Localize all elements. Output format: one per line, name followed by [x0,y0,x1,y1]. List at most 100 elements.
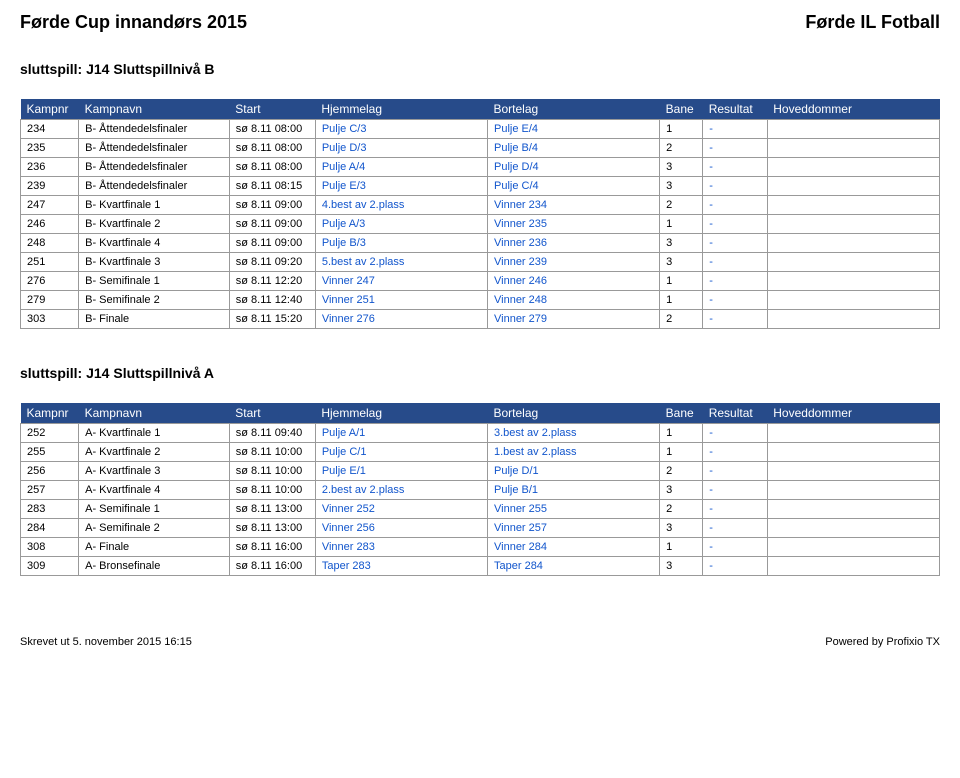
team-link[interactable]: Pulje B/4 [494,142,538,154]
result-link[interactable]: - [709,522,713,534]
result-link[interactable]: - [709,427,713,439]
table-cell: 276 [21,272,79,291]
table-cell: B- Finale [79,310,230,329]
result-link[interactable]: - [709,541,713,553]
team-link[interactable]: Vinner 255 [494,503,547,515]
table-cell: B- Kvartfinale 4 [79,234,230,253]
team-link[interactable]: Vinner 236 [494,237,547,249]
table-cell: 246 [21,215,79,234]
team-link[interactable]: Vinner 279 [494,313,547,325]
table-cell: Vinner 283 [315,538,487,557]
table-cell: 303 [21,310,79,329]
footer-right: Powered by Profixio TX [825,636,940,648]
column-header: Bane [660,403,703,424]
team-link[interactable]: 2.best av 2.plass [322,484,405,496]
team-link[interactable]: Pulje B/1 [494,484,538,496]
table-cell: Vinner 257 [488,519,660,538]
team-link[interactable]: 1.best av 2.plass [494,446,577,458]
table-cell: sø 8.11 13:00 [229,500,315,519]
table-cell: sø 8.11 09:40 [229,424,315,443]
team-link[interactable]: Vinner 235 [494,218,547,230]
result-link[interactable]: - [709,180,713,192]
result-link[interactable]: - [709,446,713,458]
team-link[interactable]: Vinner 256 [322,522,375,534]
team-link[interactable]: Vinner 234 [494,199,547,211]
result-link[interactable]: - [709,142,713,154]
team-link[interactable]: Vinner 284 [494,541,547,553]
table-cell: 1 [660,120,703,139]
table-row: 308A- Finalesø 8.11 16:00Vinner 283Vinne… [21,538,940,557]
team-link[interactable]: Pulje E/3 [322,180,366,192]
table-cell [767,557,939,576]
column-header: Kampnavn [79,403,230,424]
table-cell: sø 8.11 12:20 [229,272,315,291]
team-link[interactable]: Vinner 276 [322,313,375,325]
team-link[interactable]: Vinner 246 [494,275,547,287]
team-link[interactable]: Pulje E/4 [494,123,538,135]
table-cell [767,500,939,519]
table-row: 256A- Kvartfinale 3sø 8.11 10:00Pulje E/… [21,462,940,481]
team-link[interactable]: Pulje C/4 [494,180,539,192]
team-link[interactable]: Pulje C/3 [322,123,367,135]
team-link[interactable]: Pulje D/4 [494,161,539,173]
team-link[interactable]: Vinner 283 [322,541,375,553]
table-cell: - [703,538,768,557]
table-row: 235B- Åttendedelsfinalersø 8.11 08:00Pul… [21,139,940,158]
team-link[interactable]: Vinner 257 [494,522,547,534]
team-link[interactable]: Vinner 252 [322,503,375,515]
result-link[interactable]: - [709,123,713,135]
team-link[interactable]: Taper 283 [322,560,371,572]
table-row: 246B- Kvartfinale 2sø 8.11 09:00Pulje A/… [21,215,940,234]
team-link[interactable]: 5.best av 2.plass [322,256,405,268]
team-link[interactable]: Pulje B/3 [322,237,366,249]
section-title: sluttspill: J14 Sluttspillnivå A [20,365,940,381]
table-cell: 248 [21,234,79,253]
result-link[interactable]: - [709,503,713,515]
table-cell: - [703,253,768,272]
result-link[interactable]: - [709,560,713,572]
team-link[interactable]: Pulje A/1 [322,427,365,439]
table-cell: 251 [21,253,79,272]
table-cell: Pulje D/4 [488,158,660,177]
team-link[interactable]: Pulje A/4 [322,161,365,173]
team-link[interactable]: Vinner 251 [322,294,375,306]
table-cell: 3 [660,158,703,177]
table-cell: B- Semifinale 2 [79,291,230,310]
table-cell: Pulje A/1 [315,424,487,443]
table-cell: - [703,424,768,443]
table-cell: 308 [21,538,79,557]
column-header: Bane [660,99,703,120]
result-link[interactable]: - [709,199,713,211]
result-link[interactable]: - [709,161,713,173]
table-cell: sø 8.11 15:20 [229,310,315,329]
table-cell: 2 [660,462,703,481]
table-cell: - [703,272,768,291]
result-link[interactable]: - [709,256,713,268]
table-cell: B- Åttendedelsfinaler [79,120,230,139]
result-link[interactable]: - [709,294,713,306]
team-link[interactable]: Pulje A/3 [322,218,365,230]
team-link[interactable]: Pulje D/3 [322,142,367,154]
table-row: 257A- Kvartfinale 4sø 8.11 10:002.best a… [21,481,940,500]
result-link[interactable]: - [709,313,713,325]
table-cell: sø 8.11 08:15 [229,177,315,196]
team-link[interactable]: Pulje D/1 [494,465,539,477]
table-cell: Pulje E/1 [315,462,487,481]
team-link[interactable]: Taper 284 [494,560,543,572]
result-link[interactable]: - [709,218,713,230]
team-link[interactable]: Pulje E/1 [322,465,366,477]
result-link[interactable]: - [709,237,713,249]
team-link[interactable]: Vinner 248 [494,294,547,306]
team-link[interactable]: Vinner 239 [494,256,547,268]
table-row: 276B- Semifinale 1sø 8.11 12:20Vinner 24… [21,272,940,291]
result-link[interactable]: - [709,484,713,496]
team-link[interactable]: Vinner 247 [322,275,375,287]
result-link[interactable]: - [709,275,713,287]
table-cell: - [703,196,768,215]
column-header: Hoveddommer [767,403,939,424]
result-link[interactable]: - [709,465,713,477]
team-link[interactable]: 3.best av 2.plass [494,427,577,439]
team-link[interactable]: Pulje C/1 [322,446,367,458]
table-cell: - [703,158,768,177]
team-link[interactable]: 4.best av 2.plass [322,199,405,211]
